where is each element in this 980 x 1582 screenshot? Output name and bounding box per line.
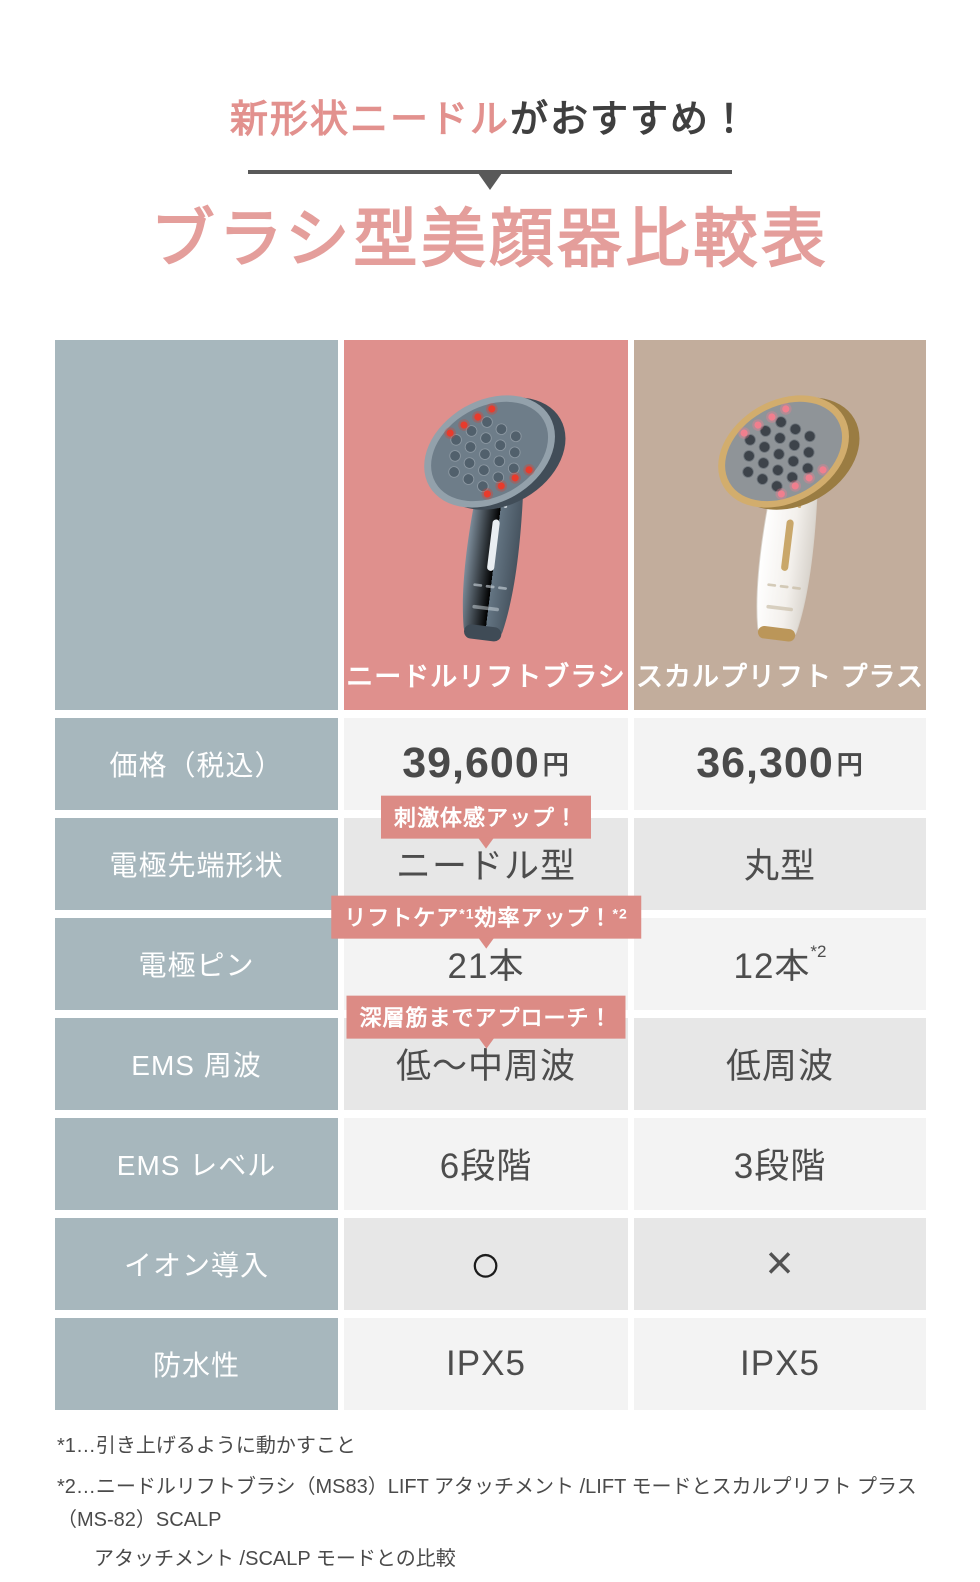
row-label-ems-frequency: EMS 周波	[55, 1017, 338, 1110]
ems-frequency-needle-value: 低〜中周波	[395, 1047, 576, 1087]
product-column-scalp: スカルプリフト プラス	[634, 339, 926, 710]
badge-lift-care-efficiency: リフトケア*1効率アップ！*2	[331, 895, 641, 939]
lead-highlight: 新形状ニードル	[229, 99, 510, 141]
ems-frequency-scalp-cell: 低周波	[634, 1017, 926, 1110]
pins-scalp-footnote-ref: *2	[810, 941, 827, 961]
pins-needle-value: 21本	[447, 947, 525, 987]
row-label-ion: イオン導入	[55, 1217, 338, 1310]
pins-scalp-cell: 12本 *2	[634, 917, 926, 1010]
waterproof-needle-cell: IPX5	[344, 1317, 628, 1410]
price-scalp-unit: 円	[836, 750, 864, 781]
badge-lift-care-sup1: *1	[459, 905, 475, 922]
waterproof-needle-value: IPX5	[446, 1343, 526, 1383]
circle-mark: ○	[469, 1233, 503, 1294]
ion-scalp-cell: ×	[634, 1217, 926, 1310]
tip-shape-needle-value: ニードル型	[395, 847, 576, 887]
scalp-lift-plus-image	[718, 395, 860, 642]
waterproof-scalp-cell: IPX5	[634, 1317, 926, 1410]
product-column-needle: ニードルリフトブラシ	[344, 339, 628, 710]
row-label-ems-level: EMS レベル	[55, 1117, 338, 1210]
ems-level-scalp-cell: 3段階	[634, 1117, 926, 1210]
product-name-needle: ニードルリフトブラシ	[346, 661, 626, 692]
badge-deep-muscle-approach: 深層筋までアプローチ！	[346, 995, 626, 1039]
waterproof-scalp-value: IPX5	[740, 1343, 820, 1383]
corner-cell	[55, 339, 338, 710]
price-scalp-amount: 36,300	[696, 739, 834, 788]
price-needle-unit: 円	[542, 750, 570, 781]
comparison-table: ニードルリフトブラシ	[55, 339, 926, 1410]
divider	[248, 169, 732, 190]
ion-needle-cell: ○	[344, 1217, 628, 1310]
row-label-waterproof: 防水性	[55, 1317, 338, 1410]
footnote-1: *1…引き上げるように動かすこと	[57, 1434, 356, 1457]
product-name-scalp: スカルプリフト プラス	[636, 661, 924, 692]
pins-scalp-value: 12本	[733, 947, 811, 987]
ems-level-scalp-value: 3段階	[733, 1147, 827, 1187]
footnotes: *1…引き上げるように動かすこと *2…ニードルリフトブラシ（MS83）LIFT…	[57, 1430, 937, 1576]
down-triangle-icon	[478, 172, 502, 190]
footnote-2-line2: アタッチメント /SCALP モードとの比較	[94, 1547, 456, 1570]
row-label-price: 価格（税込）	[55, 717, 338, 810]
lead-text: 新形状ニードルがおすすめ！	[0, 98, 980, 144]
price-scalp-cell: 36,300 円	[634, 717, 926, 810]
badge-lift-care-sup2: *2	[612, 905, 628, 922]
lead-rest: がおすすめ！	[510, 99, 751, 141]
ems-level-needle-value: 6段階	[439, 1147, 533, 1187]
price-needle-amount: 39,600	[402, 739, 540, 788]
footnote-2-line1: *2…ニードルリフトブラシ（MS83）LIFT アタッチメント /LIFT モー…	[57, 1475, 917, 1531]
needle-lift-brush-image	[424, 395, 566, 642]
ems-frequency-needle-cell: 深層筋までアプローチ！ 低〜中周波	[344, 995, 628, 1110]
page-title: ブラシ型美顔器比較表	[150, 202, 830, 275]
row-label-tip-shape: 電極先端形状	[55, 817, 338, 910]
tip-shape-scalp-cell: 丸型	[634, 817, 926, 910]
badge-lift-care-text1: リフトケア	[344, 905, 460, 931]
cross-mark: ×	[765, 1236, 795, 1290]
badge-lift-care-text2: 効率アップ！	[474, 905, 613, 931]
ems-level-needle-cell: 6段階	[344, 1117, 628, 1210]
tip-shape-scalp-value: 丸型	[743, 847, 816, 887]
badge-stimulation-up: 刺激体感アップ！	[380, 795, 592, 839]
ems-frequency-scalp-value: 低周波	[725, 1047, 834, 1087]
row-label-pins: 電極ピン	[55, 917, 338, 1010]
